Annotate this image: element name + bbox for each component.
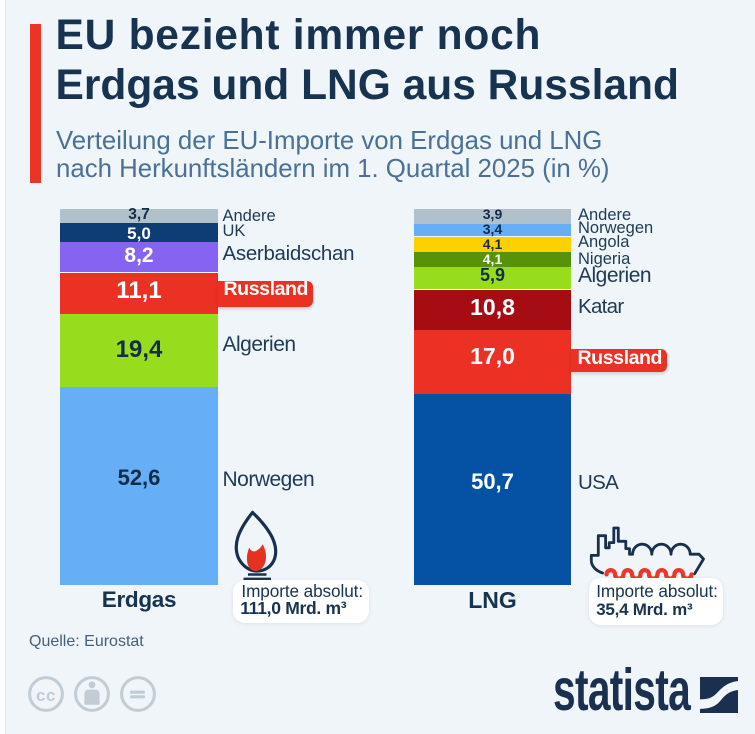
svg-text:cc: cc — [36, 686, 56, 705]
